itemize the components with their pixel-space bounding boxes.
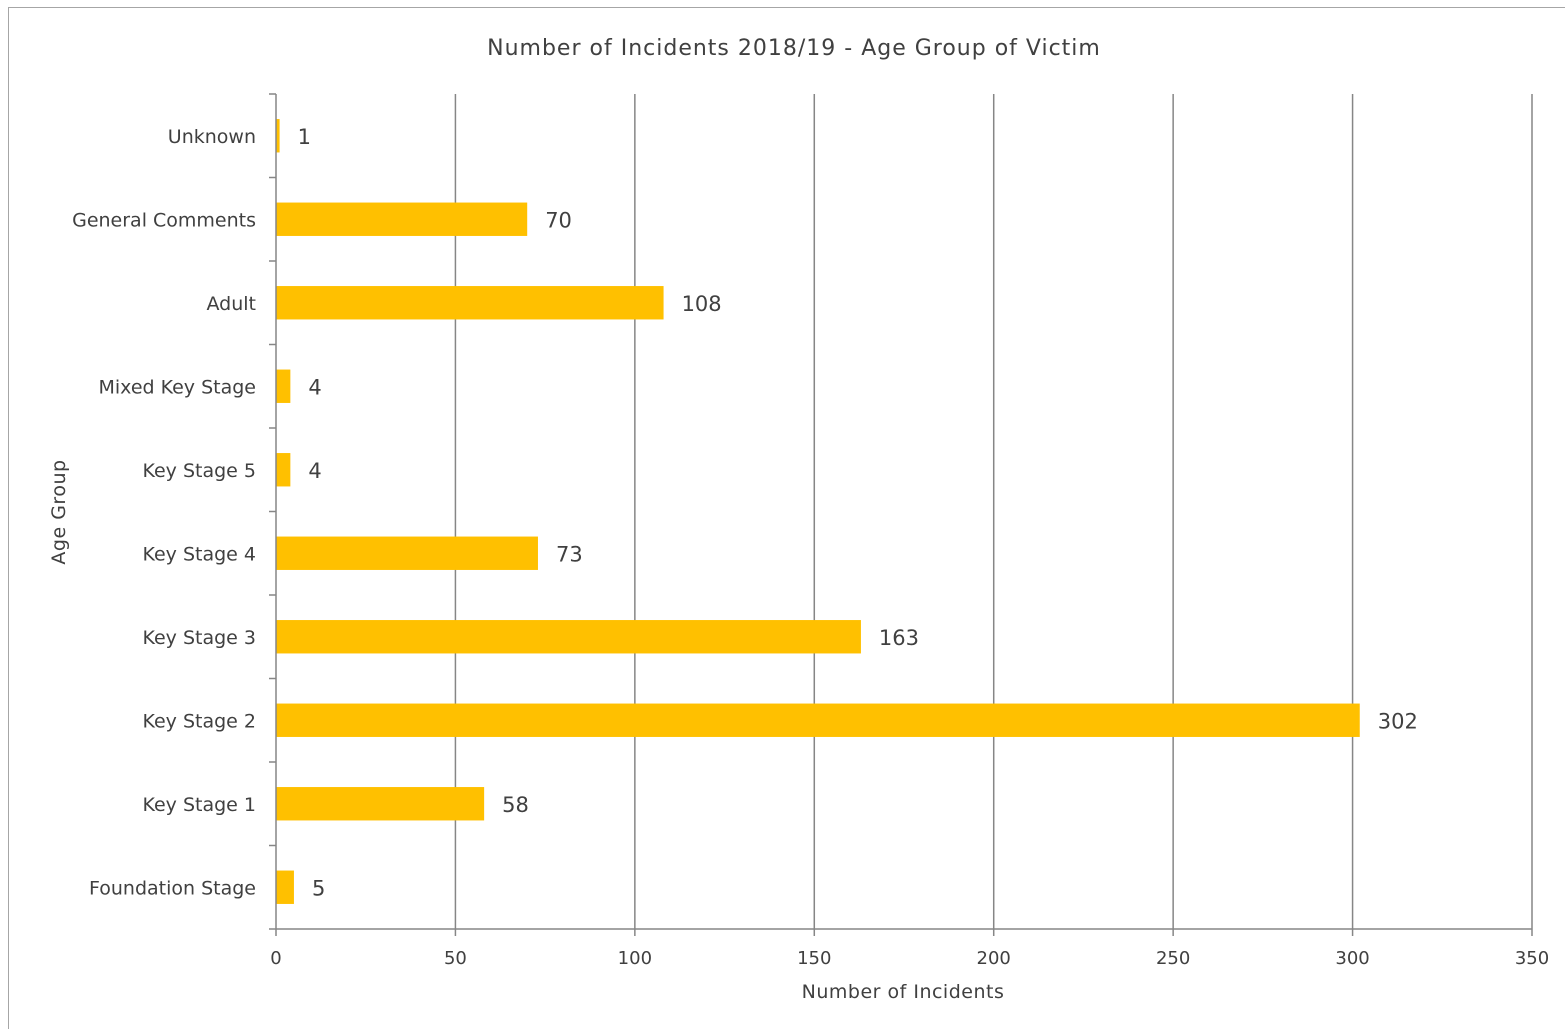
x-tick-label: 300 — [1335, 948, 1369, 969]
category-label: Mixed Key Stage — [98, 376, 256, 398]
x-tick-label: 100 — [618, 948, 652, 969]
x-axis-title: Number of Incidents — [802, 981, 1005, 1003]
gridlines — [454, 94, 1533, 929]
x-tick-label: 250 — [1156, 948, 1190, 969]
bar — [276, 369, 291, 403]
category-label: Key Stage 2 — [142, 710, 256, 732]
data-label: 163 — [879, 626, 919, 650]
category-labels: Unknown General Comments Adult Mixed Key St… — [72, 126, 256, 900]
bar — [276, 119, 280, 153]
bar — [276, 286, 664, 320]
bars — [276, 119, 1360, 904]
bar — [276, 787, 485, 821]
category-label: Foundation Stage — [89, 877, 256, 899]
x-tick-label: 350 — [1515, 948, 1549, 969]
x-tick-label: 50 — [444, 948, 467, 969]
bar — [276, 620, 861, 654]
data-label: 73 — [556, 542, 583, 566]
category-label: Key Stage 3 — [142, 627, 256, 649]
data-label: 58 — [502, 793, 529, 817]
data-label: 1 — [298, 125, 311, 149]
bar — [276, 870, 294, 904]
bar — [276, 453, 291, 487]
bar — [276, 536, 538, 570]
x-tick-label: 200 — [977, 948, 1011, 969]
data-label: 302 — [1378, 709, 1418, 733]
bar — [276, 202, 528, 236]
category-label: Key Stage 4 — [142, 543, 256, 565]
category-label: Unknown — [168, 126, 256, 148]
data-label: 5 — [312, 876, 325, 900]
category-label: Adult — [207, 293, 257, 315]
category-label: General Comments — [72, 209, 256, 231]
data-label: 4 — [308, 375, 321, 399]
x-tick-label: 150 — [797, 948, 831, 969]
category-label: Key Stage 1 — [142, 794, 256, 816]
y-axis-title: Age Group — [48, 459, 70, 564]
category-label: Key Stage 5 — [142, 460, 256, 482]
data-labels: 1 70 108 4 4 73 163 302 58 5 — [298, 125, 1418, 901]
axes — [269, 93, 1533, 936]
bar — [276, 703, 1360, 737]
data-label: 108 — [682, 292, 722, 316]
data-label: 4 — [308, 459, 321, 483]
x-tick-labels: 0 50 100 150 200 250 300 350 — [270, 948, 1549, 969]
chart-frame — [8, 7, 1565, 1029]
data-label: 70 — [545, 208, 572, 232]
x-tick-label: 0 — [270, 948, 281, 969]
chart-title: Number of Incidents 2018/19 - Age Group … — [487, 36, 1101, 61]
